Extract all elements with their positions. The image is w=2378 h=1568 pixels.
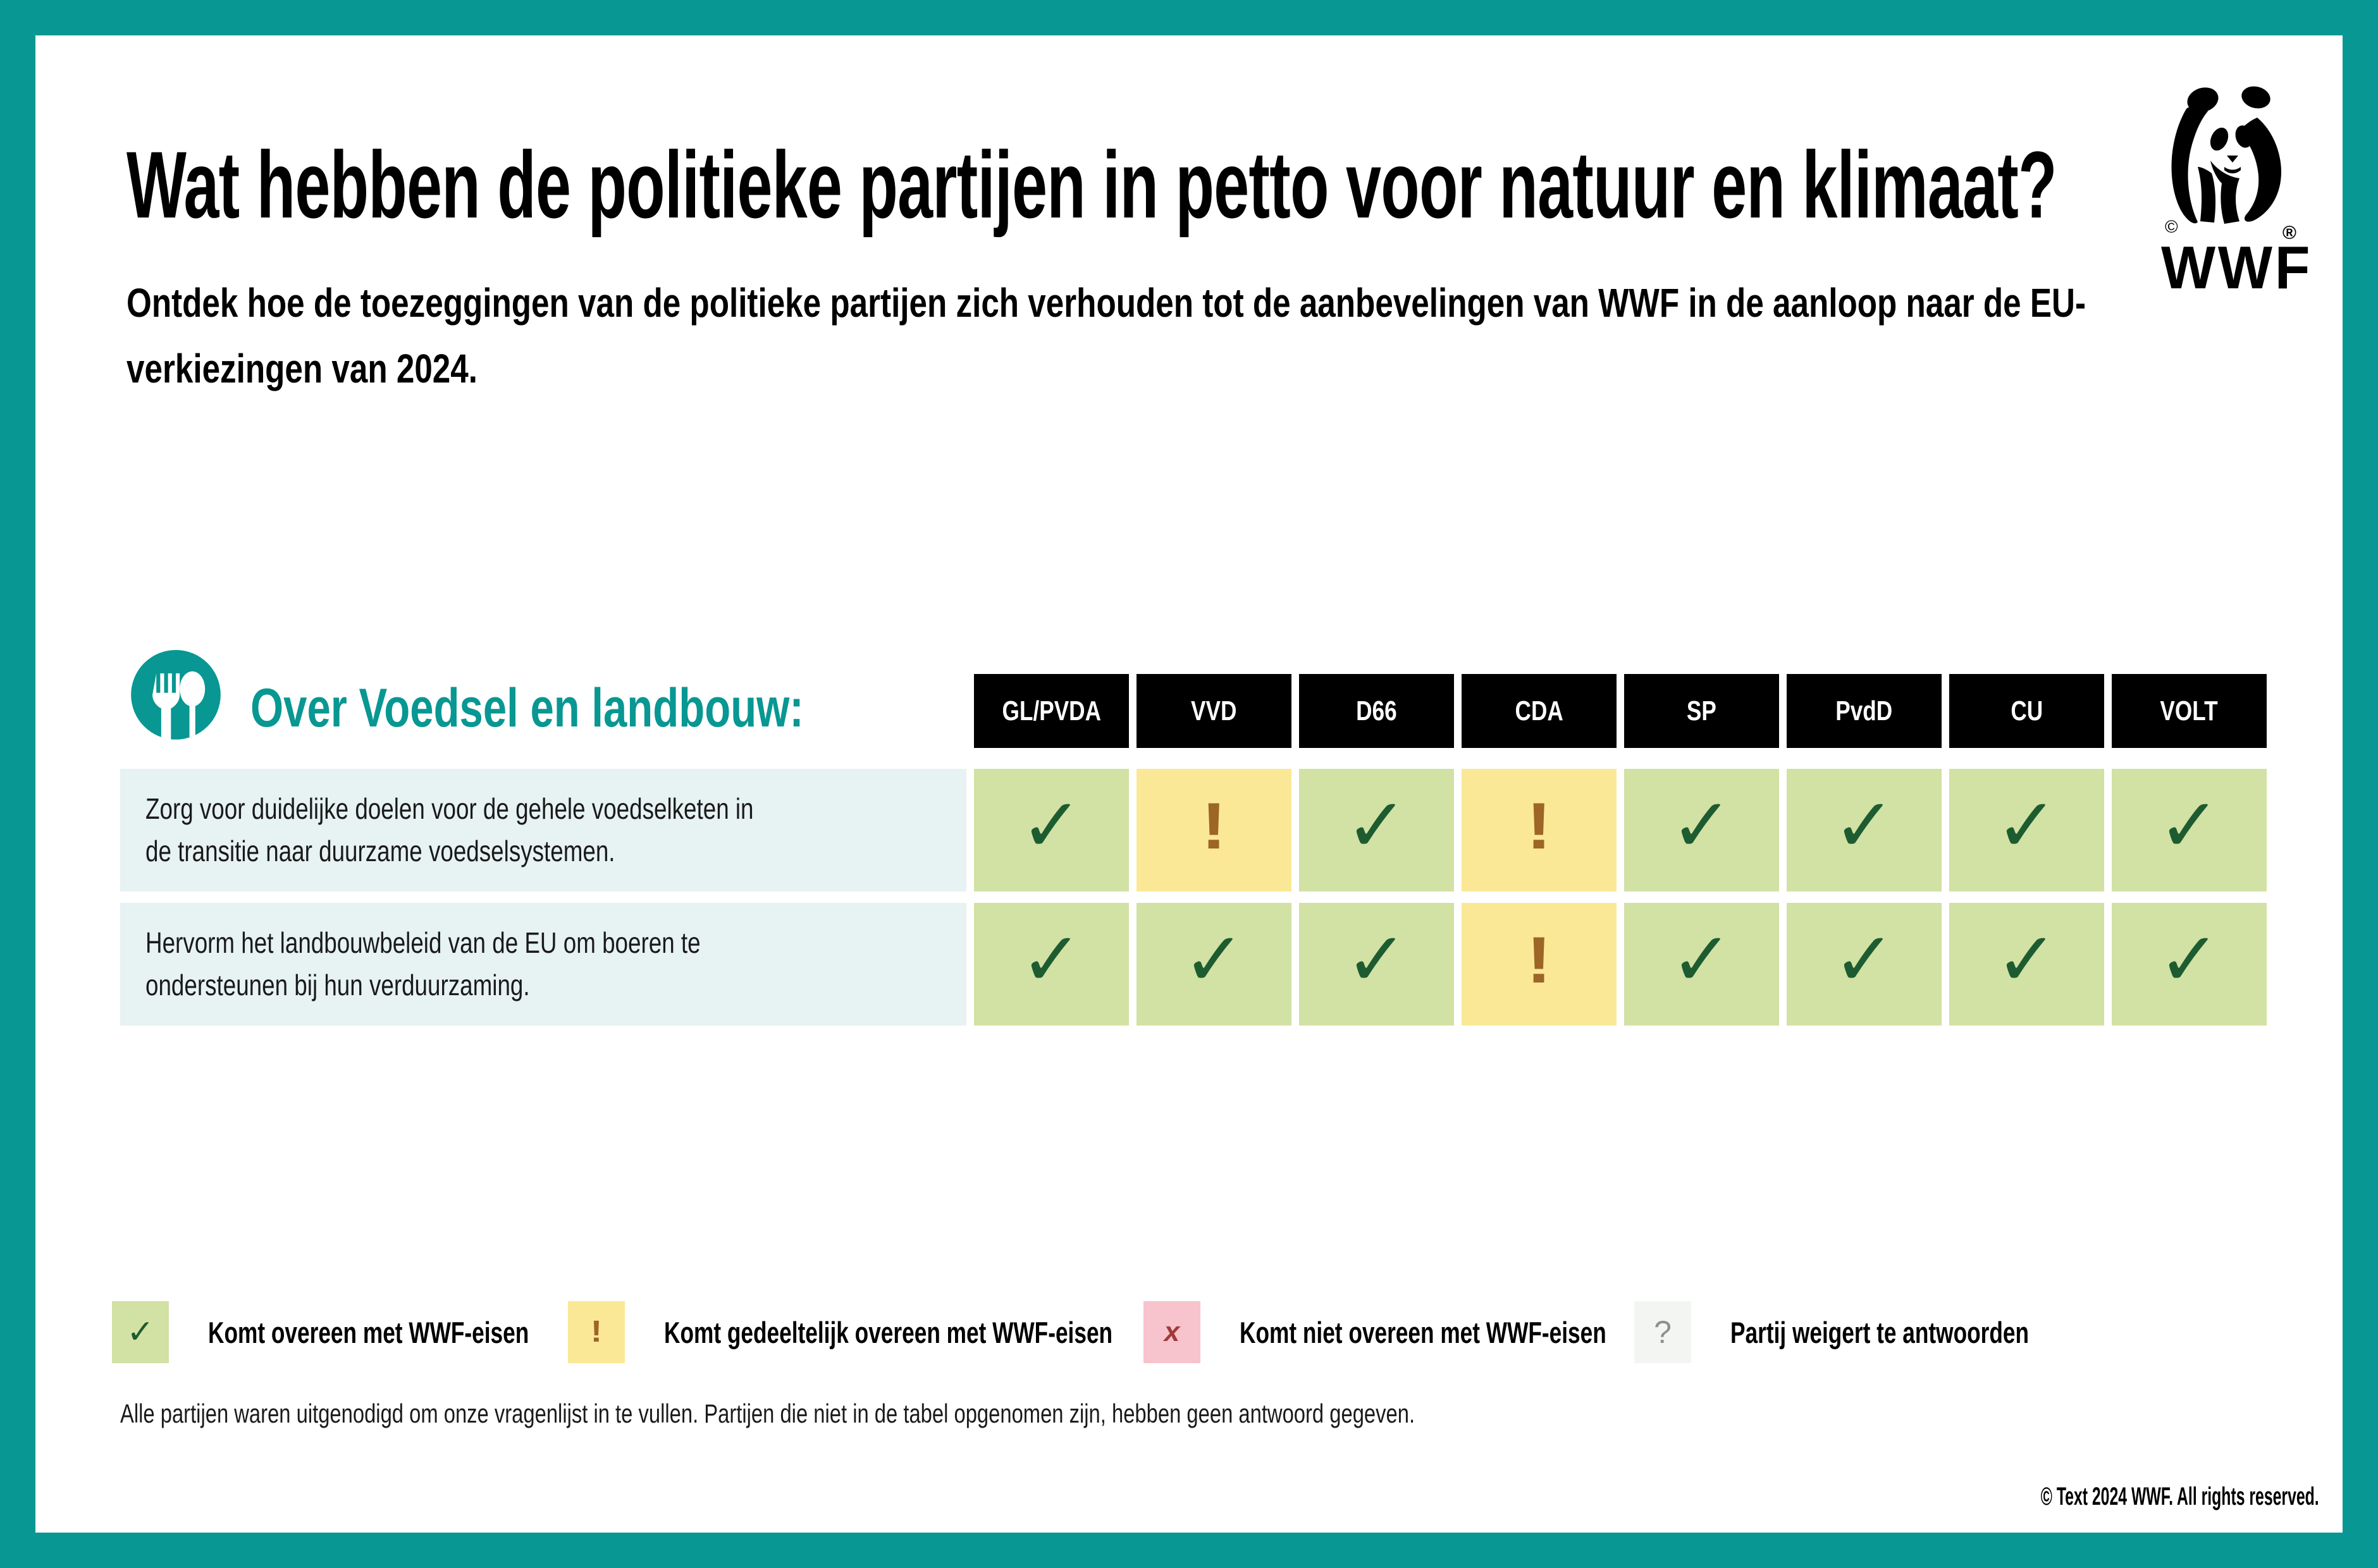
check-icon: ✓ bbox=[1833, 781, 1895, 869]
answer-cell-partial: ! bbox=[1462, 903, 1617, 1026]
check-icon: ✓ bbox=[1670, 781, 1733, 869]
row-label: Hervorm het landbouwbeleid van de EU om … bbox=[120, 903, 966, 1026]
wwf-wordmark: WWF bbox=[2161, 234, 2313, 302]
row-label-text: Hervorm het landbouwbeleid van de EU om … bbox=[145, 926, 701, 1001]
legend-label: Komt niet overeen met WWF-eisen bbox=[1240, 1315, 1606, 1349]
check-icon: ✓ bbox=[1183, 916, 1245, 1003]
row-label-text: Zorg voor duidelijke doelen voor de gehe… bbox=[145, 792, 754, 867]
answer-cell-match: ✓ bbox=[1787, 769, 1942, 891]
party-header-label: CU bbox=[2011, 695, 2043, 726]
check-icon: ✓ bbox=[1020, 781, 1083, 869]
page-subtitle-text: Ontdek hoe de toezeggingen van de politi… bbox=[126, 280, 2086, 391]
legend-label: Partij weigert te antwoorden bbox=[1730, 1315, 2030, 1349]
party-header-pvdd: PvdD bbox=[1787, 674, 1942, 748]
x-icon: x bbox=[1164, 1316, 1180, 1347]
answer-cell-match: ✓ bbox=[2112, 769, 2267, 891]
table-row: Zorg voor duidelijke doelen voor de gehe… bbox=[120, 769, 2267, 891]
exclamation-icon: ! bbox=[1526, 790, 1552, 863]
food-agriculture-icon bbox=[127, 650, 225, 747]
exclamation-icon: ! bbox=[590, 1315, 603, 1349]
party-header-sp: SP bbox=[1624, 674, 1779, 748]
answer-cell-match: ✓ bbox=[1949, 903, 2104, 1026]
check-icon: ✓ bbox=[1020, 916, 1083, 1003]
copyright-text: © Text 2024 WWF. All rights reserved. bbox=[2040, 1483, 2319, 1510]
legend-item-mismatch: x Komt niet overeen met WWF-eisen bbox=[1143, 1301, 1728, 1363]
content-area: Wat hebben de politieke partijen in pett… bbox=[35, 35, 2343, 1533]
answer-cell-match: ✓ bbox=[1137, 903, 1291, 1026]
legend-label: Komt gedeeltelijk overeen met WWF-eisen bbox=[664, 1315, 1113, 1349]
party-header-label: CDA bbox=[1515, 695, 1563, 726]
check-icon: ✓ bbox=[1670, 916, 1733, 1003]
page-subtitle: Ontdek hoe de toezeggingen van de politi… bbox=[126, 271, 2378, 401]
legend-item-match: ✓ Komt overeen met WWF-eisen bbox=[112, 1301, 636, 1363]
section-title-text: Over Voedsel en landbouw: bbox=[250, 678, 804, 738]
answer-cell-match: ✓ bbox=[974, 903, 1129, 1026]
exclamation-icon: ! bbox=[1201, 790, 1227, 863]
answer-cell-partial: ! bbox=[1462, 769, 1617, 891]
check-icon: ✓ bbox=[1345, 781, 1408, 869]
exclamation-icon: ! bbox=[1526, 924, 1552, 997]
answer-cell-match: ✓ bbox=[1624, 903, 1779, 1026]
party-header-cu: CU bbox=[1949, 674, 2104, 748]
answer-cell-match: ✓ bbox=[1624, 769, 1779, 891]
party-header-label: D66 bbox=[1356, 695, 1397, 726]
party-header-label: VVD bbox=[1191, 695, 1237, 726]
copyright: © Text 2024 WWF. All rights reserved. bbox=[1870, 1483, 2319, 1511]
legend: ✓ Komt overeen met WWF-eisen! Komt gedeelt… bbox=[35, 1301, 2343, 1364]
party-header-label: GL/PVDA bbox=[1002, 695, 1101, 726]
legend-item-no_answer: ? Partij weigert te antwoorden bbox=[1634, 1301, 2128, 1363]
check-icon: ✓ bbox=[1995, 916, 2058, 1003]
registered-mark-icon: ® bbox=[2282, 223, 2296, 243]
check-icon: ✓ bbox=[1345, 916, 1408, 1003]
answer-cell-match: ✓ bbox=[2112, 903, 2267, 1026]
legend-swatch: ! bbox=[568, 1301, 625, 1363]
section-title: Over Voedsel en landbouw: bbox=[250, 677, 959, 740]
party-header-label: PvdD bbox=[1835, 695, 1893, 726]
wwf-logo: © ® WWF bbox=[2161, 83, 2313, 302]
party-header-volt: VOLT bbox=[2112, 674, 2267, 748]
comparison-table: GL/PVDA VVD D66 CDA SP PvdD CU VOLT Zorg voor d… bbox=[120, 674, 2267, 1026]
table-row: Hervorm het landbouwbeleid van de EU om … bbox=[120, 903, 2267, 1026]
panda-copyright-mark: © bbox=[2165, 217, 2178, 235]
table-body: Zorg voor duidelijke doelen voor de gehe… bbox=[120, 769, 2267, 1026]
legend-swatch: ? bbox=[1634, 1301, 1691, 1363]
check-icon: ✓ bbox=[1995, 781, 2058, 869]
check-icon: ✓ bbox=[2158, 781, 2221, 869]
footnote: Alle partijen waren uitgenodigd om onze … bbox=[120, 1399, 1780, 1429]
party-header-vvd: VVD bbox=[1137, 674, 1291, 748]
answer-cell-match: ✓ bbox=[1299, 903, 1454, 1026]
question-icon: ? bbox=[1654, 1314, 1672, 1350]
answer-cell-match: ✓ bbox=[1787, 903, 1942, 1026]
wwf-panda-icon: © bbox=[2165, 86, 2281, 235]
page-title: Wat hebben de politieke partijen in pett… bbox=[126, 130, 2378, 240]
party-header-label: SP bbox=[1687, 695, 1716, 726]
answer-cell-match: ✓ bbox=[1299, 769, 1454, 891]
legend-label: Komt overeen met WWF-eisen bbox=[208, 1315, 529, 1349]
footnote-text: Alle partijen waren uitgenodigd om onze … bbox=[120, 1399, 1415, 1428]
page-title-text: Wat hebben de politieke partijen in pett… bbox=[126, 132, 2057, 238]
party-header-gl-pvda: GL/PVDA bbox=[974, 674, 1129, 748]
answer-cell-match: ✓ bbox=[974, 769, 1129, 891]
answer-cell-match: ✓ bbox=[1949, 769, 2104, 891]
legend-swatch: x bbox=[1143, 1301, 1200, 1363]
check-icon: ✓ bbox=[126, 1313, 154, 1351]
party-header-d66: D66 bbox=[1299, 674, 1454, 748]
legend-swatch: ✓ bbox=[112, 1301, 169, 1363]
check-icon: ✓ bbox=[1833, 916, 1895, 1003]
check-icon: ✓ bbox=[2158, 916, 2221, 1003]
legend-item-partial: ! Komt gedeeltelijk overeen met WWF-eisen bbox=[568, 1301, 1262, 1363]
answer-cell-partial: ! bbox=[1137, 769, 1291, 891]
party-header-label: VOLT bbox=[2160, 695, 2219, 726]
party-header-cda: CDA bbox=[1462, 674, 1617, 748]
party-header-row: GL/PVDA VVD D66 CDA SP PvdD CU VOLT bbox=[974, 674, 2267, 748]
row-label: Zorg voor duidelijke doelen voor de gehe… bbox=[120, 769, 966, 891]
